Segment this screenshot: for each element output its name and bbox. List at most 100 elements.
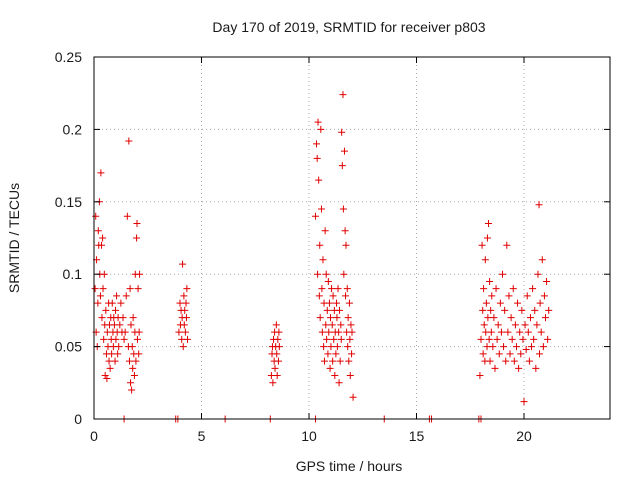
data-point xyxy=(275,343,283,351)
data-point xyxy=(175,328,183,336)
data-point xyxy=(315,292,323,300)
x-tick-label: 0 xyxy=(90,428,98,444)
data-point xyxy=(116,321,124,329)
data-point xyxy=(100,270,108,278)
data-point xyxy=(181,328,189,336)
data-point xyxy=(184,335,192,343)
y-axis-label: SRMTID / TECUs xyxy=(6,183,22,293)
data-point xyxy=(114,350,122,358)
data-point xyxy=(523,292,531,300)
data-point xyxy=(543,277,551,285)
data-point xyxy=(503,241,511,249)
x-axis-label: GPS time / hours xyxy=(296,458,403,474)
data-point xyxy=(179,343,187,351)
data-point xyxy=(273,350,281,358)
y-tick-label: 0 xyxy=(74,411,82,427)
data-point xyxy=(485,335,493,343)
data-point xyxy=(489,343,497,351)
data-point xyxy=(125,357,133,365)
data-point xyxy=(108,350,116,358)
chart-title: Day 170 of 2019, SRMTID for receiver p80… xyxy=(212,19,485,35)
data-point xyxy=(123,212,131,220)
data-point xyxy=(479,306,487,314)
y-tick-labels: 0 0.05 0.1 0.15 0.2 0.25 xyxy=(55,49,82,427)
data-point xyxy=(517,350,525,358)
data-point xyxy=(336,306,344,314)
data-point xyxy=(490,314,498,322)
data-point xyxy=(182,314,190,322)
data-point xyxy=(476,372,484,380)
data-point xyxy=(348,350,356,358)
data-point xyxy=(491,364,499,372)
data-point xyxy=(545,306,553,314)
data-point xyxy=(103,374,111,382)
data-point xyxy=(478,241,486,249)
data-point xyxy=(346,372,354,380)
data-point xyxy=(544,335,552,343)
data-point xyxy=(325,328,333,336)
y-tick-label: 0.15 xyxy=(55,194,82,210)
data-point xyxy=(320,357,328,365)
data-point xyxy=(332,350,340,358)
data-point xyxy=(105,357,113,365)
data-point xyxy=(342,292,350,300)
data-point xyxy=(337,321,345,329)
data-point xyxy=(97,169,105,177)
data-point xyxy=(315,176,323,184)
data-point xyxy=(532,364,540,372)
data-point xyxy=(340,270,348,278)
data-point xyxy=(335,328,343,336)
data-point xyxy=(505,292,513,300)
data-point xyxy=(537,328,545,336)
data-point xyxy=(324,350,332,358)
x-tick-label: 5 xyxy=(198,428,206,444)
plot-frame xyxy=(93,56,611,420)
data-point xyxy=(507,314,515,322)
data-point xyxy=(510,357,518,365)
data-point xyxy=(323,335,331,343)
data-point xyxy=(486,277,494,285)
data-point xyxy=(535,201,543,209)
data-point xyxy=(180,321,188,329)
data-point xyxy=(518,306,526,314)
data-point xyxy=(128,386,136,394)
data-point xyxy=(531,306,539,314)
data-point xyxy=(120,335,128,343)
x-tick-label: 20 xyxy=(516,428,532,444)
data-point xyxy=(132,357,140,365)
data-point xyxy=(135,328,143,336)
data-point xyxy=(134,285,142,293)
data-point xyxy=(128,343,136,351)
data-point xyxy=(336,357,344,365)
data-point xyxy=(117,299,125,307)
data-point xyxy=(316,314,324,322)
data-point xyxy=(183,285,191,293)
data-point xyxy=(96,292,104,300)
data-point xyxy=(504,328,512,336)
data-point xyxy=(329,292,337,300)
data-point xyxy=(334,285,342,293)
data-point xyxy=(325,299,333,307)
data-point xyxy=(311,212,319,220)
data-point xyxy=(494,321,502,329)
data-point xyxy=(496,299,504,307)
data-point xyxy=(542,314,549,322)
x-tick-label: 10 xyxy=(301,428,317,444)
y-tick-label: 0.2 xyxy=(63,121,83,137)
data-point xyxy=(499,270,506,278)
data-point xyxy=(344,314,352,322)
data-point xyxy=(129,314,137,322)
data-point xyxy=(181,306,189,314)
data-point xyxy=(274,335,282,343)
data-point xyxy=(506,350,514,358)
y-tick-label: 0.1 xyxy=(63,266,83,282)
data-point xyxy=(313,154,321,162)
data-point xyxy=(480,321,488,329)
data-point xyxy=(327,314,334,322)
data-point xyxy=(269,379,277,387)
x-tick-labels: 0 5 10 15 20 xyxy=(90,428,532,444)
data-point xyxy=(102,306,110,314)
data-point xyxy=(493,335,501,343)
data-point xyxy=(524,328,532,336)
data-point xyxy=(346,335,354,343)
